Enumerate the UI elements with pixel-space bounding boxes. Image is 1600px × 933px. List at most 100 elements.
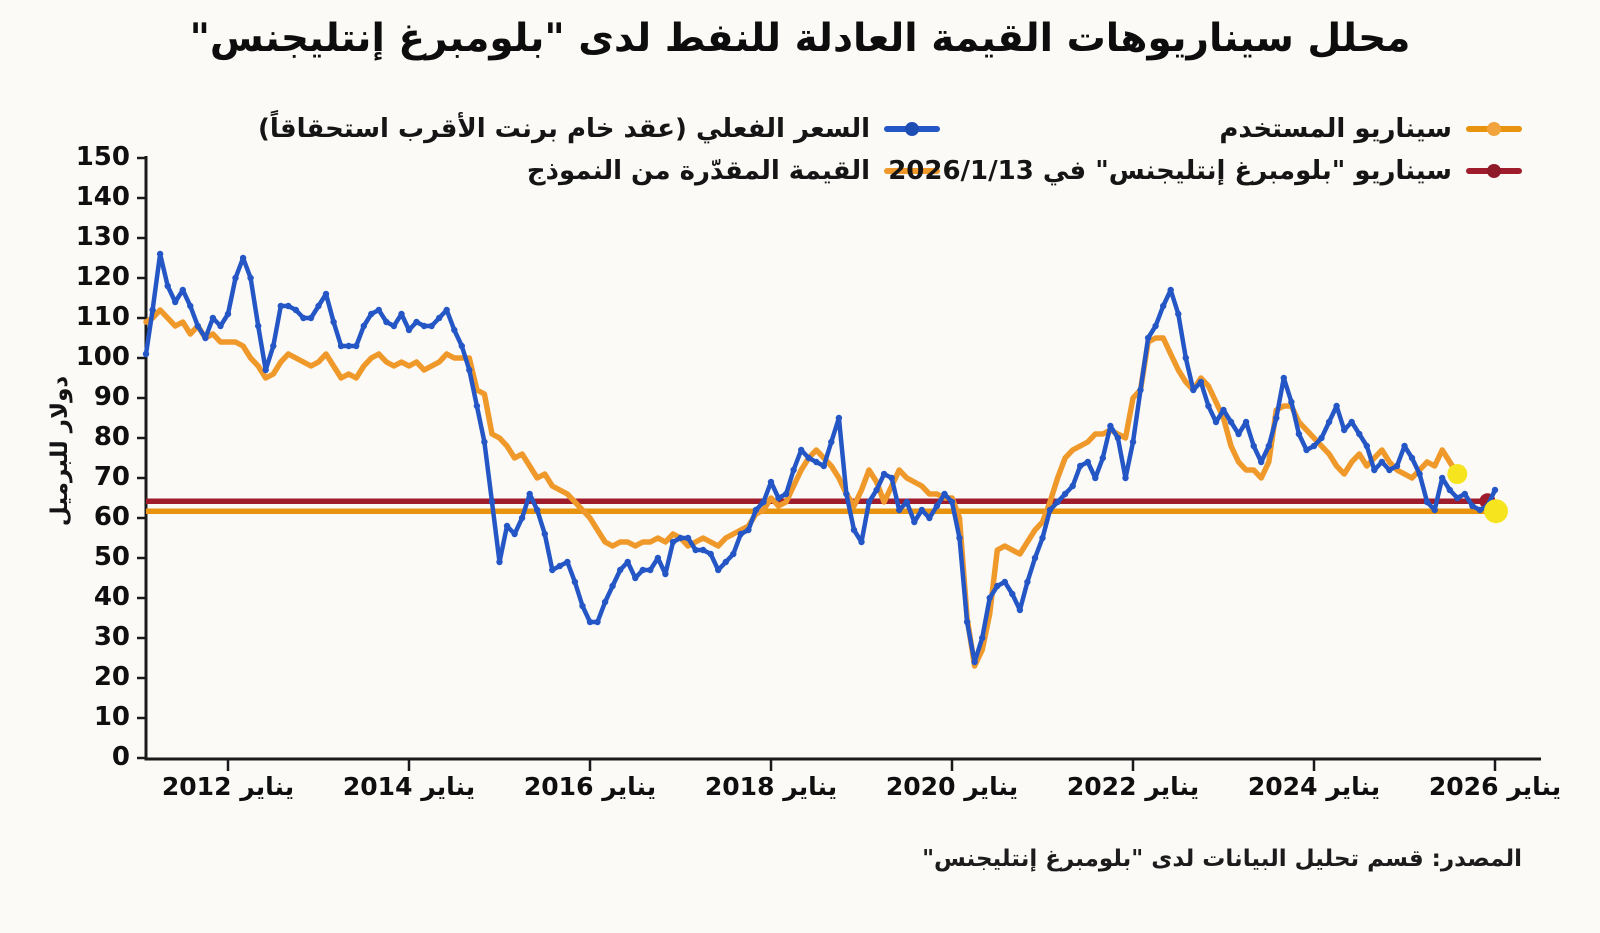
series-actual-point: [292, 306, 300, 314]
series-actual-point: [1046, 506, 1054, 514]
y-tick-label: 90: [93, 382, 130, 412]
series-actual-point: [1077, 462, 1084, 470]
series-actual-point: [436, 314, 443, 322]
series-actual-point: [662, 570, 669, 578]
series-actual-point: [345, 342, 352, 350]
series-actual-point: [1031, 554, 1039, 562]
series-actual-point: [556, 562, 563, 570]
series-actual-point: [1371, 466, 1378, 474]
series-actual-point: [1212, 418, 1220, 426]
series-actual-point: [609, 582, 616, 590]
series-actual-point: [164, 282, 171, 290]
y-tick-label: 60: [93, 502, 130, 532]
series-actual-point: [149, 306, 156, 314]
series-actual-point: [239, 254, 247, 262]
series-actual-point: [858, 538, 865, 546]
series-actual-point: [571, 578, 579, 586]
x-tick-label: يناير 2024: [1247, 772, 1381, 801]
series-actual-point: [1333, 402, 1340, 410]
series-actual-point: [971, 658, 978, 666]
series-actual-point: [1416, 470, 1423, 478]
x-tick-label: يناير 2016: [523, 772, 657, 801]
series-actual-point: [1318, 434, 1325, 442]
series-actual-point: [1061, 490, 1069, 498]
series-actual-point: [277, 302, 284, 310]
legend-item-user-scenario: سيناريو المستخدم: [940, 110, 1522, 148]
series-actual-point: [1160, 302, 1167, 310]
series-actual-point: [1348, 418, 1355, 426]
series-actual-point: [1280, 374, 1288, 382]
series-actual-point: [255, 322, 262, 330]
series-actual-point: [1491, 486, 1499, 494]
series-actual-point: [511, 530, 518, 538]
series-actual-point: [994, 582, 1001, 590]
legend-label-bi-scenario: سيناريو "بلومبرغ إنتليجنس" في 2026/1/13: [888, 156, 1452, 186]
series-actual-point: [903, 498, 910, 506]
series-actual-point: [368, 310, 375, 318]
series-actual-point: [760, 498, 767, 506]
series-actual-point: [481, 438, 488, 446]
y-tick-label: 130: [75, 222, 130, 252]
series-actual-point: [1069, 482, 1076, 490]
series-actual-point: [473, 402, 481, 410]
series-actual-point: [737, 530, 744, 538]
series-actual-point: [594, 618, 601, 626]
series-actual-point: [911, 518, 918, 526]
series-actual-point: [941, 490, 948, 498]
series-actual-point: [745, 526, 752, 534]
series-actual-point: [549, 566, 556, 574]
series-actual-point: [142, 350, 150, 358]
series-actual-point: [1386, 466, 1393, 474]
series-actual-point: [300, 314, 307, 322]
series-actual-point: [1092, 474, 1099, 482]
series-actual-point: [782, 490, 790, 498]
series-actual-point: [813, 458, 820, 466]
series-actual-point: [730, 550, 737, 558]
series-actual-point: [353, 342, 360, 350]
series-actual-point: [247, 274, 254, 282]
series-actual-point: [1341, 426, 1348, 434]
series-actual-point: [1265, 442, 1273, 450]
series-actual-point: [647, 566, 654, 574]
user-scenario-line-icon: [1466, 121, 1522, 137]
y-tick-label: 120: [75, 262, 130, 292]
series-actual-point: [1469, 502, 1476, 510]
y-tick-label: 20: [93, 662, 130, 692]
series-actual-point: [337, 342, 345, 350]
series-actual-point: [1461, 490, 1469, 498]
series-actual-point: [1084, 458, 1092, 466]
series-actual-point: [420, 322, 428, 330]
series-actual-point: [1288, 398, 1295, 406]
series-actual-point: [1122, 474, 1129, 482]
series-actual-point: [1054, 498, 1061, 506]
series-actual-point: [209, 314, 217, 322]
legend-scenarios: سيناريو المستخدم سيناريو "بلومبرغ إنتليج…: [888, 110, 1522, 190]
x-tick-label: يناير 2026: [1428, 772, 1562, 801]
series-actual-point: [1325, 418, 1333, 426]
series-actual-point: [541, 530, 548, 538]
x-tick-label: يناير 2012: [161, 772, 295, 801]
series-actual-point: [1152, 322, 1159, 330]
series-actual-point: [262, 366, 269, 374]
series-actual-point: [451, 326, 458, 334]
series-actual-point: [1393, 462, 1401, 470]
legend-label-actual-price: السعر الفعلي (عقد خام برنت الأقرب استحقا…: [257, 114, 870, 144]
series-actual-point: [639, 566, 646, 574]
actual-price-line-icon: [884, 121, 940, 137]
y-tick-label: 70: [93, 462, 130, 492]
series-actual-point: [986, 594, 993, 602]
series-actual-point: [156, 250, 164, 258]
y-tick-label: 40: [93, 582, 130, 612]
series-actual-point: [820, 462, 827, 470]
series-actual-point: [1258, 458, 1265, 466]
series-actual-point: [715, 566, 722, 574]
series-actual-point: [1144, 334, 1152, 342]
series-actual-point: [315, 302, 322, 310]
series-actual-point: [1423, 498, 1431, 506]
series-actual-point: [194, 322, 201, 330]
series-actual-point: [503, 522, 511, 530]
series-actual-point: [963, 618, 971, 626]
legend-label-model-value: القيمة المقدّرة من النموذج: [526, 156, 870, 186]
series-actual-point: [835, 414, 843, 422]
